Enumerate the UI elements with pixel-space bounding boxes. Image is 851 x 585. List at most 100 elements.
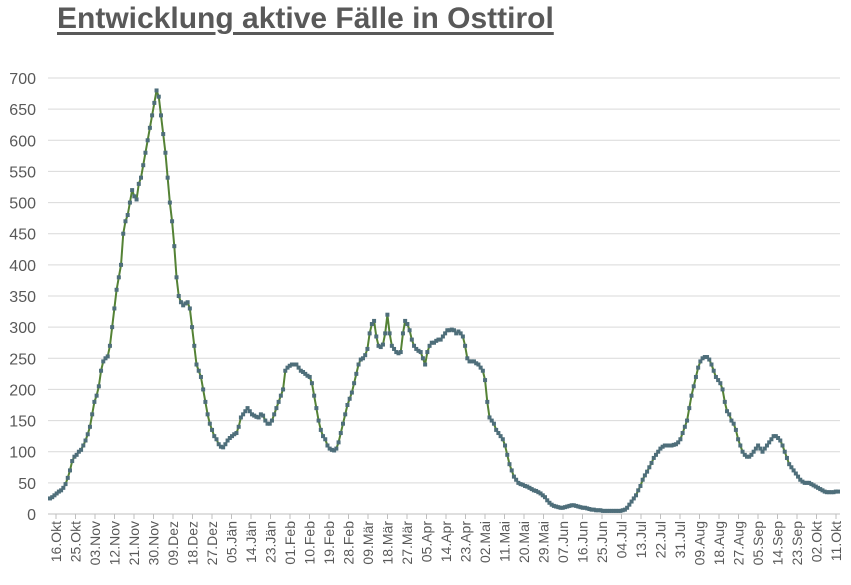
data-point <box>751 449 756 454</box>
data-point <box>134 197 139 202</box>
data-point <box>185 300 190 305</box>
data-point <box>647 465 652 470</box>
data-point <box>252 413 257 418</box>
x-tick-label: 04.Jul <box>614 521 630 558</box>
data-point <box>238 415 243 420</box>
data-point <box>407 328 412 333</box>
data-point <box>529 487 534 492</box>
x-tick-label: 12.Nov <box>107 521 123 565</box>
data-point <box>67 468 72 473</box>
data-point <box>764 443 769 448</box>
data-point <box>491 421 496 426</box>
y-tick-label: 250 <box>9 351 36 368</box>
data-point <box>358 357 363 362</box>
data-point <box>827 490 832 495</box>
data-point <box>372 318 377 323</box>
y-tick-label: 400 <box>9 258 36 275</box>
y-tick-label: 100 <box>9 445 36 462</box>
data-point <box>693 374 698 379</box>
data-point <box>796 474 801 479</box>
data-point <box>163 150 168 155</box>
data-point <box>112 306 117 311</box>
data-point <box>447 328 452 333</box>
data-point <box>216 442 221 447</box>
data-point <box>50 495 55 500</box>
x-tick-label: 23.Apr <box>458 521 474 563</box>
data-point <box>387 331 392 336</box>
data-point <box>749 452 754 457</box>
data-point <box>558 505 563 510</box>
data-point <box>471 359 476 364</box>
x-tick-label: 16.Okt <box>48 521 64 562</box>
x-tick-label: 10.Feb <box>302 521 318 565</box>
y-tick-label: 550 <box>9 164 36 181</box>
data-point <box>398 350 403 355</box>
data-point <box>347 396 352 401</box>
x-tick-label: 14.Jän <box>243 521 259 563</box>
data-point <box>123 219 128 224</box>
data-point <box>374 334 379 339</box>
data-point <box>79 447 84 452</box>
data-point <box>256 415 261 420</box>
data-point <box>591 507 596 512</box>
data-point <box>194 362 199 367</box>
data-point <box>414 346 419 351</box>
data-point <box>405 322 410 327</box>
data-point <box>543 495 547 500</box>
data-point <box>536 490 541 495</box>
data-point <box>412 343 417 348</box>
data-point <box>436 337 441 342</box>
data-point <box>130 188 135 193</box>
x-tick-label: 01.Feb <box>282 521 298 565</box>
data-point <box>296 365 301 370</box>
data-point <box>394 350 399 355</box>
data-point <box>487 415 492 420</box>
data-point <box>598 508 603 513</box>
data-point <box>323 437 328 442</box>
data-point <box>292 362 297 367</box>
data-point <box>363 353 368 358</box>
data-point <box>822 489 827 494</box>
data-point <box>207 421 212 426</box>
data-point <box>525 484 530 489</box>
data-point <box>571 503 576 508</box>
data-point <box>360 356 365 361</box>
data-point <box>496 431 501 436</box>
data-point <box>780 443 785 448</box>
data-point <box>656 449 661 454</box>
data-point <box>625 505 630 510</box>
data-point <box>725 409 730 414</box>
data-point <box>303 371 308 376</box>
y-tick-label: 450 <box>9 227 36 244</box>
data-point <box>698 359 703 364</box>
data-point <box>383 331 388 336</box>
data-point <box>174 275 179 280</box>
data-point <box>634 493 639 498</box>
data-point <box>489 418 494 423</box>
y-tick-label: 650 <box>9 102 36 119</box>
data-point <box>836 489 840 494</box>
data-point <box>334 446 339 451</box>
x-tick-label: 13.Jul <box>633 521 649 558</box>
data-point <box>474 361 479 366</box>
data-point <box>631 496 636 501</box>
data-point <box>582 505 587 510</box>
x-tick-label: 18.Dez <box>185 521 201 565</box>
data-point <box>478 365 483 370</box>
data-point <box>636 488 641 493</box>
data-point <box>685 418 690 423</box>
data-point <box>281 387 286 392</box>
x-tick-label: 05.Apr <box>419 521 435 563</box>
data-point <box>514 477 519 482</box>
data-point <box>201 387 206 392</box>
data-point <box>589 507 594 512</box>
data-point <box>316 418 321 423</box>
data-point <box>156 94 161 99</box>
data-point <box>261 413 266 418</box>
data-point <box>329 447 334 452</box>
data-point <box>158 113 163 118</box>
x-tick-label: 09.Aug <box>692 521 708 565</box>
data-point <box>669 443 674 448</box>
data-point <box>500 437 505 442</box>
data-point <box>56 489 61 494</box>
